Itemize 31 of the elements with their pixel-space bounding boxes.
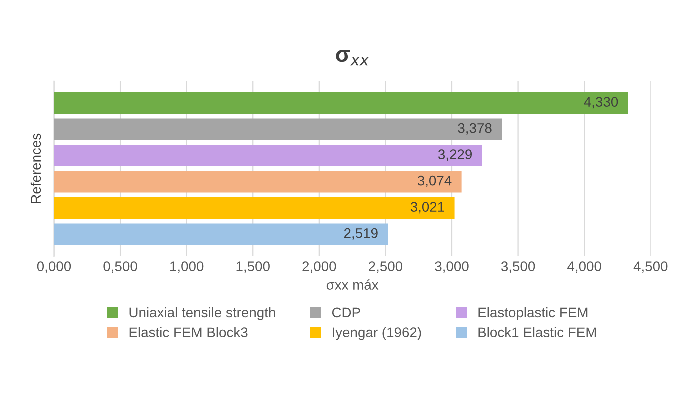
data-label: 3,021	[410, 202, 444, 214]
bar	[54, 224, 388, 246]
bar	[54, 118, 502, 140]
x-tick-label: 4,000	[568, 262, 602, 274]
x-axis-title: σxx máx	[326, 280, 379, 290]
x-tick-label: 4,500	[634, 262, 668, 274]
legend-label: Elastoplastic FEM	[478, 307, 588, 320]
x-tick-label: 0,000	[37, 262, 72, 274]
legend-label: CDP	[332, 308, 360, 318]
y-axis-title: References	[30, 134, 42, 204]
x-tick-label: 3,500	[501, 262, 536, 274]
data-label: 3,378	[458, 123, 492, 135]
x-tick-label: 2,500	[369, 262, 403, 274]
x-tick-label: 0,500	[104, 262, 138, 274]
legend-label: Iyengar (1962)	[333, 327, 422, 340]
bar	[54, 171, 462, 193]
data-label: 3,229	[438, 150, 472, 162]
x-tick-label: 3,000	[435, 262, 469, 274]
x-tick-label: 2,000	[302, 262, 336, 274]
x-tick-label: 1,000	[170, 262, 204, 274]
bar	[54, 198, 455, 220]
bar	[54, 145, 482, 167]
data-label: 4,330	[584, 97, 618, 109]
legend-label: Uniaxial tensile strength	[130, 307, 276, 320]
chart-title: σ$_{xx}$	[336, 50, 370, 66]
bar	[54, 92, 628, 114]
x-tick-label: 1,500	[236, 262, 270, 274]
legend-label: Block1 Elastic FEM	[478, 327, 596, 338]
data-label: 2,519	[344, 228, 378, 240]
legend-label: Elastic FEM Block3	[130, 327, 248, 338]
data-label: 3,074	[418, 176, 452, 188]
